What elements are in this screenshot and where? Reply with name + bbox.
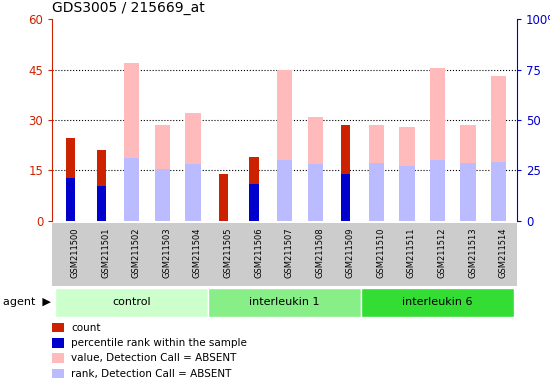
Text: GSM211510: GSM211510 <box>376 228 386 278</box>
Text: percentile rank within the sample: percentile rank within the sample <box>71 338 247 348</box>
Bar <box>250 157 258 221</box>
Bar <box>491 76 507 221</box>
Text: count: count <box>71 323 101 333</box>
Bar <box>277 161 292 221</box>
Bar <box>307 117 323 221</box>
Bar <box>185 113 201 221</box>
FancyBboxPatch shape <box>208 288 361 317</box>
Bar <box>399 166 415 221</box>
Text: GSM211509: GSM211509 <box>346 228 355 278</box>
Text: value, Detection Call = ABSENT: value, Detection Call = ABSENT <box>71 353 236 363</box>
Text: GSM211500: GSM211500 <box>70 228 80 278</box>
Bar <box>185 164 201 221</box>
FancyBboxPatch shape <box>56 288 208 317</box>
Text: GSM211504: GSM211504 <box>193 228 202 278</box>
Bar <box>368 163 384 221</box>
Bar <box>124 63 139 221</box>
Text: GSM211505: GSM211505 <box>223 228 233 278</box>
Text: control: control <box>112 297 151 308</box>
Bar <box>399 127 415 221</box>
Bar <box>66 179 75 221</box>
Text: GSM211512: GSM211512 <box>437 228 447 278</box>
Text: GSM211501: GSM211501 <box>101 228 110 278</box>
Text: GSM211508: GSM211508 <box>315 228 324 278</box>
Text: GDS3005 / 215669_at: GDS3005 / 215669_at <box>52 2 205 15</box>
Bar <box>307 164 323 221</box>
Text: agent  ▶: agent ▶ <box>3 297 51 308</box>
Bar <box>219 174 228 221</box>
Bar <box>460 125 476 221</box>
FancyBboxPatch shape <box>361 288 514 317</box>
Text: GSM211503: GSM211503 <box>162 228 171 278</box>
Text: interleukin 6: interleukin 6 <box>402 297 473 308</box>
Bar <box>430 161 445 221</box>
Bar <box>368 125 384 221</box>
Text: GSM211514: GSM211514 <box>499 228 508 278</box>
Text: GSM211506: GSM211506 <box>254 228 263 278</box>
Bar <box>250 184 258 221</box>
Bar <box>66 139 75 221</box>
Bar <box>460 163 476 221</box>
Bar <box>97 150 106 221</box>
Bar <box>124 158 139 221</box>
Text: GSM211502: GSM211502 <box>132 228 141 278</box>
Bar <box>430 68 445 221</box>
Bar <box>341 125 350 221</box>
Text: GSM211513: GSM211513 <box>468 228 477 278</box>
Bar <box>277 70 292 221</box>
Text: GSM211511: GSM211511 <box>407 228 416 278</box>
Text: rank, Detection Call = ABSENT: rank, Detection Call = ABSENT <box>71 369 232 379</box>
Bar <box>155 125 170 221</box>
Bar <box>341 174 350 221</box>
Bar <box>155 169 170 221</box>
Text: interleukin 1: interleukin 1 <box>249 297 320 308</box>
Text: GSM211507: GSM211507 <box>285 228 294 278</box>
Bar <box>491 162 507 221</box>
Bar <box>97 185 106 221</box>
